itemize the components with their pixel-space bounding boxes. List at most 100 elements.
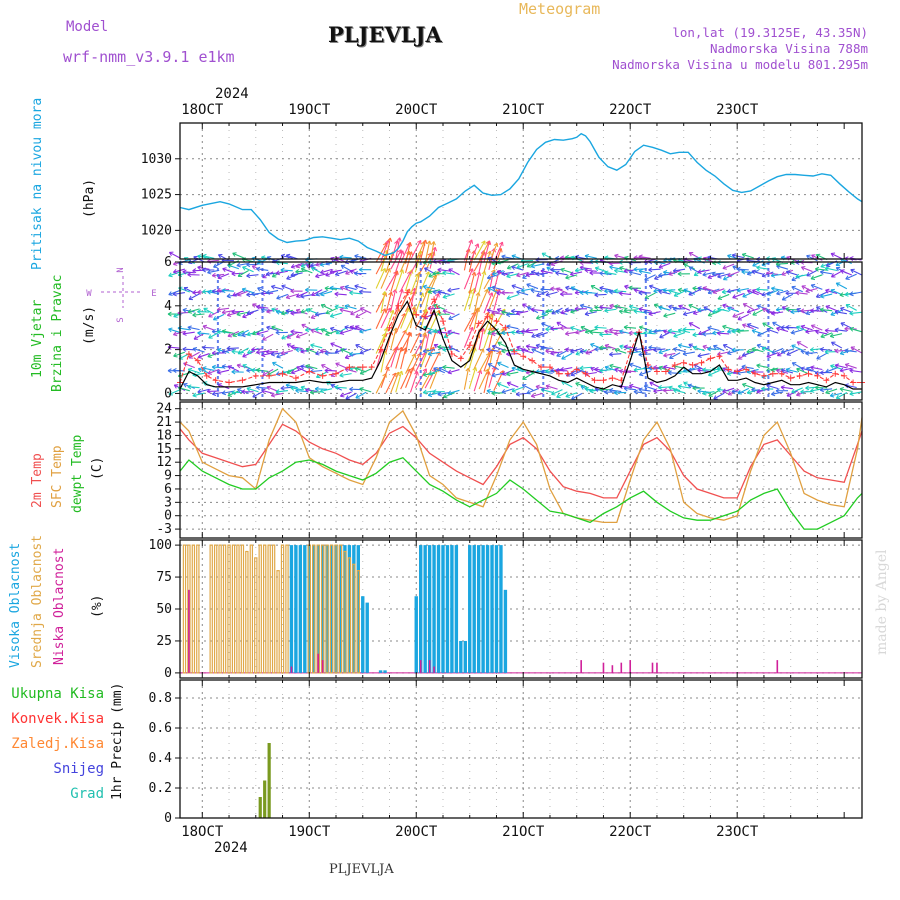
wind-arrowhead [776,290,781,296]
wind-arrowhead [442,364,447,370]
wind-arrow [390,371,400,393]
wind-arrowhead [192,290,197,295]
wind-arrow [638,308,651,312]
wind-arrow [354,255,367,259]
wind-arrowhead [406,331,412,337]
wind-arrowhead [487,286,492,292]
wind-arrow [698,328,710,335]
wind-arrowhead [672,268,678,273]
wind-arrow [409,371,418,393]
wind-arrow [237,347,249,355]
wind-gust-point [292,375,299,382]
wind-arrowhead [756,389,761,394]
wind-arrow [545,350,558,353]
wind-arrow [836,392,848,399]
wind-arrow [172,292,185,295]
wind-arrow [488,326,495,349]
wind-arrowhead [545,309,550,315]
wind-arrowhead [844,362,850,368]
wind-arrow [820,262,833,268]
wind-arrow [447,330,460,335]
wind-arrowhead [321,364,326,369]
high-cloud-bar [320,545,325,673]
wind-arrow [232,290,244,297]
wind-arrowhead [770,272,776,278]
wind-arrowhead [485,371,491,376]
wind-arrowhead [713,395,718,400]
wind-arrowhead [663,270,668,275]
wind-arrowhead [541,252,547,258]
wind-arrow [390,308,400,330]
wind-arrowhead [487,330,492,335]
wind-arrowhead [638,371,644,377]
wind-arrow [535,272,548,275]
wind-arrowhead [564,307,569,313]
wind-arrowhead [491,271,497,276]
wind-arrow [806,367,818,374]
wind-gust-point [841,372,848,379]
wind-arrowhead [427,351,432,357]
wind-arrowhead [231,369,236,375]
wind-arrow [405,311,416,333]
wind-arrow [653,348,666,351]
wind-arrowhead [221,348,227,354]
wind-arrow [786,349,799,356]
wind-arrowhead [613,390,618,396]
wind-arrowhead [427,329,432,335]
wind-arrowhead [791,285,796,291]
wind-arrow [526,345,539,349]
wind-arrowhead [825,305,830,310]
wind-arrowhead [648,329,653,335]
wind-arrowhead [628,304,634,310]
wind-arrowhead [835,266,841,272]
wind-arrowhead [707,312,713,317]
wind-arrow [609,353,622,356]
wind-arrowhead [708,392,713,397]
wind-arrowhead [746,308,752,314]
wind-arrowhead [654,275,659,280]
wind-arrowhead [834,309,839,315]
wind-arrowhead [682,326,687,332]
wind-arrowhead [173,352,178,358]
wind-arrow [497,362,509,368]
page-title: PLJEVLJA [328,22,442,47]
wind-gust-point [359,364,366,371]
wind-arrowhead [791,344,796,349]
wind-arrowhead [849,391,854,397]
wind-arrowhead [525,344,531,350]
wind-arrow [517,367,529,374]
wind-arrowhead [187,308,193,314]
wind-arrowhead [746,271,752,276]
wind-arrowhead [236,311,241,317]
wind-arrow [242,364,254,371]
wind-arrowhead [300,293,305,299]
mid-cloud-bar [249,544,254,674]
wind-arrowhead [192,392,197,398]
wind-arrow [649,285,661,291]
wind-arrowhead [831,273,836,278]
wind-arrowhead [712,289,718,295]
wind-arrow [488,366,496,388]
mid-cloud-bar [182,544,187,674]
wind-arrow [806,269,818,277]
wind-arrowhead [776,351,782,357]
wind-arrowhead [358,267,363,273]
wind-arrowhead [522,303,527,308]
wind-arrowhead [339,285,345,291]
wind-arrowhead [290,329,295,335]
wind-arrowhead [697,269,702,275]
wind-arrowhead [168,291,173,296]
wind-arrow [619,292,632,296]
wind-arrowhead [619,266,624,271]
wind-arrowhead [432,389,437,395]
wind-arrowhead [272,361,277,367]
wind-arrowhead [673,292,679,297]
wind-arrowhead [702,286,707,291]
wind-arrow [780,386,793,390]
wind-arrow [756,364,769,369]
wind-arrowhead [688,343,693,348]
wind-arrowhead [658,349,663,355]
wind-arrowhead [522,375,527,380]
wind-arrowhead [741,364,746,370]
wind-arrow [390,346,399,368]
